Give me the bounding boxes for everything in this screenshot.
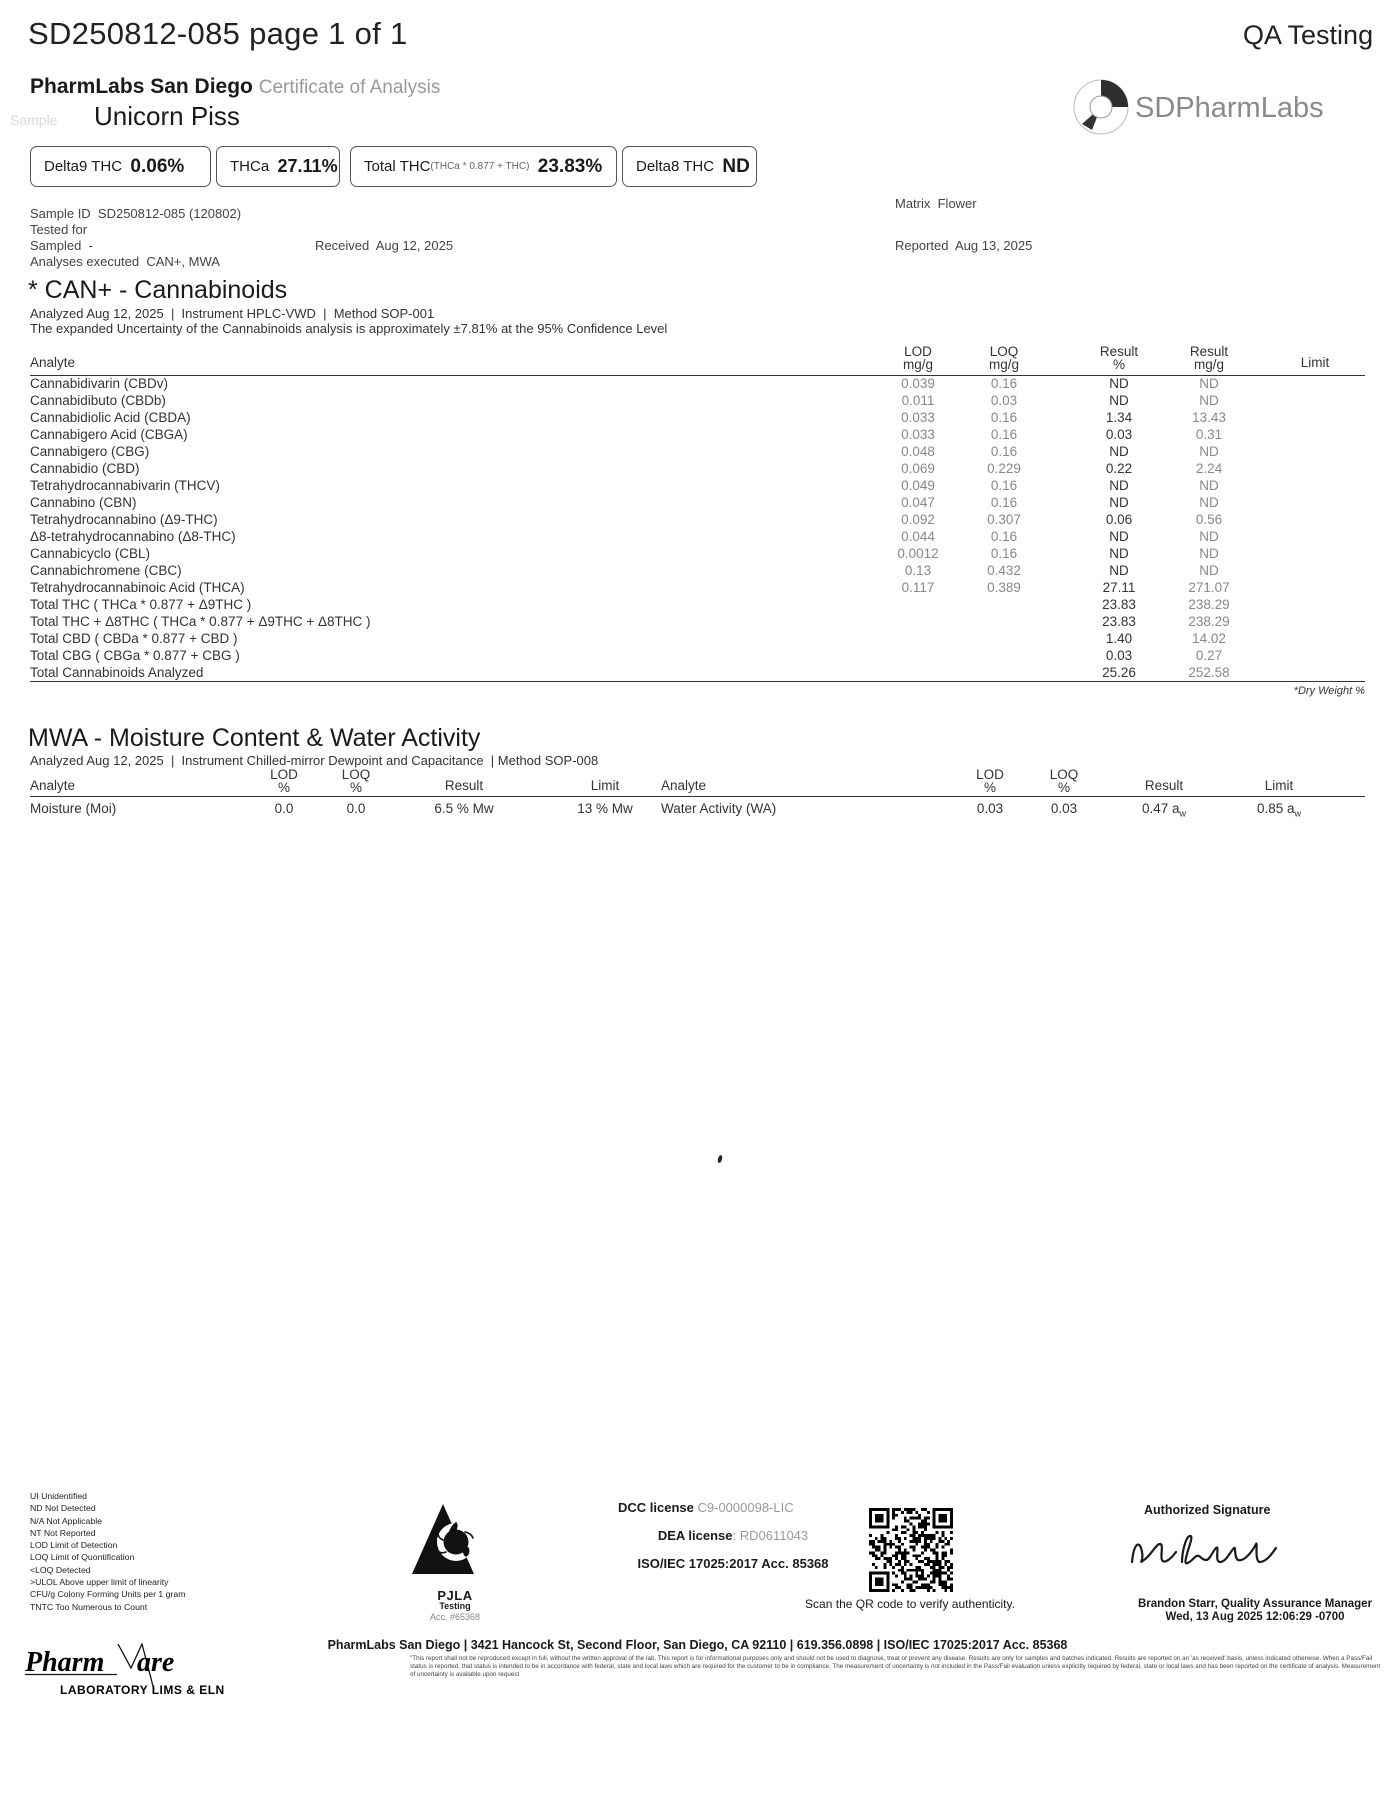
svg-text:Pharm: Pharm [25,1647,104,1678]
svg-text:are: are [137,1647,174,1678]
svg-text:LABORATORY LIMS & ELN: LABORATORY LIMS & ELN [60,1683,225,1697]
